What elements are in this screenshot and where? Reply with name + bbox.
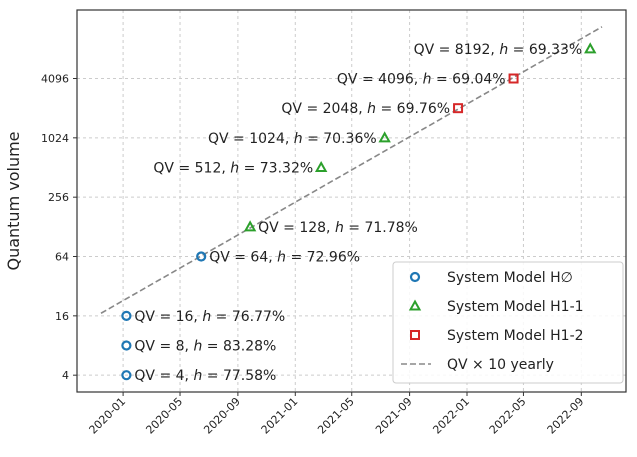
y-axis-label: Quantum volume: [4, 131, 23, 270]
point-annotation: QV = 8, h = 83.28%: [134, 339, 276, 355]
point-annotation: QV = 16, h = 76.77%: [134, 309, 285, 325]
x-tick-label: 2022-09: [545, 395, 587, 437]
point-annotation: QV = 2048, h = 69.76%: [281, 101, 450, 117]
triangle-marker: [243, 220, 257, 232]
point-annotation: QV = 128, h = 71.78%: [258, 220, 418, 236]
x-tick-label: 2022-05: [487, 395, 529, 437]
square-marker: [508, 73, 519, 84]
square-marker: [453, 103, 464, 114]
x-tick-label: 2021-05: [315, 395, 357, 437]
triangle-marker: [378, 131, 391, 143]
x-tick-label: 2021-01: [259, 395, 301, 437]
triangle-marker: [314, 160, 328, 173]
circle-marker: [121, 340, 132, 351]
point-annotation: QV = 4, h = 77.58%: [134, 368, 276, 384]
legend-label: QV × 10 yearly: [447, 357, 554, 373]
circle-marker: [121, 370, 132, 381]
x-tick-label: 2020-05: [143, 395, 185, 437]
point-annotation: QV = 64, h = 72.96%: [209, 250, 360, 266]
circle-marker: [196, 251, 207, 262]
x-tick-label: 2022-01: [430, 395, 472, 437]
point-annotation: QV = 4096, h = 69.04%: [337, 72, 506, 88]
y-tick-label: 16: [55, 310, 69, 323]
legend-box: [392, 261, 624, 384]
point-annotation: QV = 1024, h = 70.36%: [208, 131, 377, 147]
square-marker: [410, 330, 420, 340]
y-tick-label: 4: [62, 369, 69, 382]
points-group: QV = 4, h = 77.58% QV = 8, h = 83.28% QV =…: [121, 42, 597, 384]
point-annotation: QV = 8192, h = 69.33%: [414, 42, 583, 58]
y-tick-label: 4096: [41, 73, 69, 86]
x-tick-label: 2020-09: [201, 395, 243, 437]
legend-label: System Model H1-2: [447, 328, 584, 344]
point-annotation: QV = 512, h = 73.32%: [153, 161, 313, 177]
circle-marker: [409, 271, 421, 283]
legend-label: System Model H1-1: [447, 299, 584, 315]
triangle-marker: [408, 299, 422, 311]
y-tick-label: 64: [55, 251, 69, 264]
circle-marker: [121, 310, 132, 321]
x-tick-label: 2020-01: [87, 395, 129, 437]
y-tick-label: 1024: [41, 132, 69, 145]
legend: System Model H∅ System Model H1-1 System M…: [392, 261, 624, 384]
x-tick-label: 2021-09: [373, 395, 415, 437]
legend-label: System Model H∅: [447, 270, 573, 286]
y-tick-label: 256: [48, 191, 69, 204]
triangle-marker: [584, 42, 597, 54]
